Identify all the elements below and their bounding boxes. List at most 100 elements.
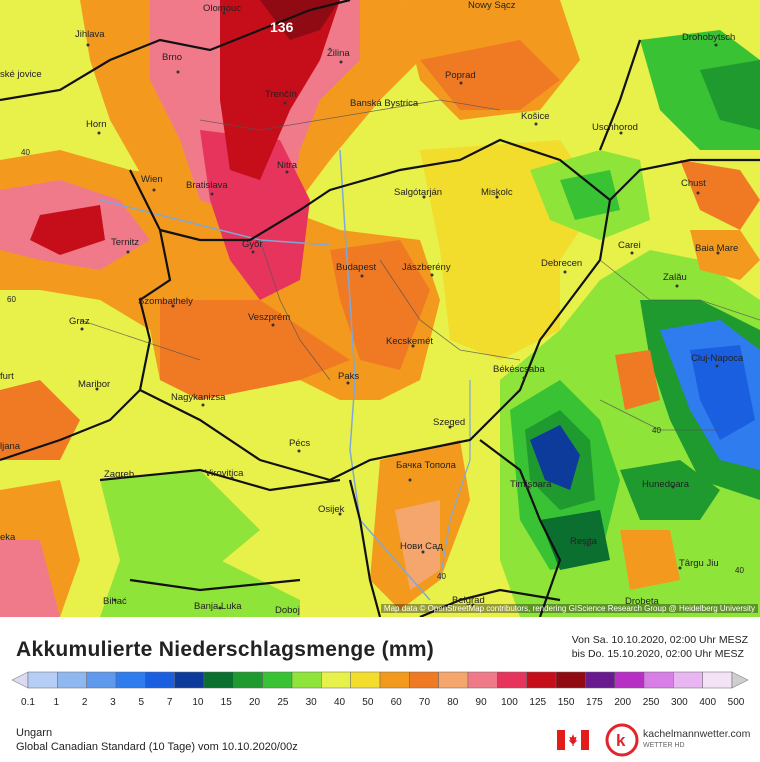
city-label: Košice [521,111,550,122]
brand-sub: WETTER HD [643,742,685,749]
city-label: Baia Mare [695,243,738,254]
contour-value: 40 [437,572,446,581]
svg-text:k: k [616,731,626,750]
contour-value: 60 [7,295,16,304]
scale-label: 175 [586,697,603,708]
scale-label: 90 [475,697,487,708]
color-scale [0,669,760,691]
city-label: Târgu Jiu [679,558,719,569]
scale-swatch [614,671,645,689]
city-label: Žilina [327,48,350,59]
scale-swatch [233,671,263,689]
scale-swatch [731,671,749,689]
city-label: Maribor [78,379,110,390]
city-label: Hunedoara [642,479,690,490]
city-label: Carei [618,240,641,251]
period-from: Von Sa. 10.10.2020, 02:00 Uhr MESZ [571,634,748,646]
scale-swatch [291,671,322,689]
city-label: Нови Сад [400,541,443,552]
scale-swatch [526,671,557,689]
scale-label: 5 [138,697,145,708]
scale-label: 80 [447,697,459,708]
scale-swatch [673,671,703,689]
city-label: furt [0,371,14,382]
scale-label: 3 [110,697,116,708]
city-label: Drobeta [625,596,660,607]
scale-swatch [11,671,29,689]
period: Von Sa. 10.10.2020, 02:00 Uhr MESZ bis D… [572,633,748,661]
scale-label: 0.1 [21,697,35,708]
city-label: Nagykanizsa [171,392,226,403]
footer: Akkumulierte Niederschlagsmenge (mm) Von… [0,617,760,760]
city-label: Jihlava [75,29,105,40]
contour-value: 40 [21,148,30,157]
brand-logo[interactable]: k kachelmannwetter.com WETTER HD [605,723,755,757]
city-label: Szeged [433,417,465,428]
scale-label: 70 [418,697,431,708]
map-svg: Olomouc Nowy Sącz Jihlava Drohobytsch Br… [0,0,760,617]
city-label: Nowy Sącz [468,0,516,11]
scale-label: 40 [333,697,346,708]
city-label: Győr [242,239,263,250]
city-label: Horn [86,119,107,130]
scale-swatch [643,671,674,689]
scale-swatch [467,671,498,689]
map-attribution: Map data © OpenStreetMap contributors, r… [380,604,758,613]
city-label: Zalău [663,272,687,283]
scale-swatch [145,671,175,689]
scale-label: 30 [305,697,317,708]
city-label: eka [0,532,16,543]
city-label: Doboj [275,605,300,616]
scale-label: 2 [81,697,88,708]
scale-label: 15 [220,697,232,708]
scale-label: 300 [671,697,688,708]
city-label: Reșița [570,536,598,547]
scale-swatch [379,671,410,689]
scale-swatch [174,671,205,689]
contour-value: 40 [652,426,661,435]
scale-swatch [555,671,586,689]
scale-label: 125 [529,697,547,708]
city-label: Banja Luka [194,601,242,612]
city-label: Chust [681,178,706,189]
scale-swatch [585,671,615,689]
scale-swatch [262,671,293,689]
city-label: Jászberény [402,262,451,273]
city-label: Banská Bystrica [350,98,419,109]
city-label: Paks [338,371,359,382]
scale-swatch [409,671,439,689]
scale-swatch [702,671,733,689]
city-label: Graz [69,316,90,327]
color-scale-svg [11,671,749,689]
city-label: Olomouc [203,3,241,14]
city-label: Бачка Топола [396,460,457,471]
scale-swatch [27,671,58,689]
city-label: Wien [141,174,163,185]
city-label: Virovitica [205,468,244,479]
city-label: Nitra [277,160,298,171]
city-label: Bihać [103,596,127,607]
city-label: Ternitz [111,237,139,248]
city-label: Békéscsaba [493,364,545,375]
region-label: Ungarn [16,727,53,739]
city-label: Szombathely [138,296,193,307]
city-label: Veszprém [248,312,290,323]
scale-label: 1 [53,697,60,708]
scale-swatch [438,671,469,689]
scale-swatch [350,671,381,689]
brand-icon: k [605,723,639,757]
chart-title: Akkumulierte Niederschlagsmenge (mm) [16,638,435,661]
brand-name: kachelmannwetter.com [643,728,751,740]
scale-label: 250 [642,697,660,708]
canada-flag-icon [557,730,589,750]
city-label: Miskolc [481,187,513,198]
scale-label: 25 [277,697,289,708]
city-label: Belgrad [452,595,485,606]
city-label: Debrecen [541,258,582,269]
contour-value: 40 [735,566,744,575]
max-value-label: 136 [270,19,294,35]
city-label: Cluj-Napoca [691,353,744,364]
scale-label: 20 [248,697,261,708]
scale-label: 500 [727,697,745,708]
city-label: Bratislava [186,180,228,191]
